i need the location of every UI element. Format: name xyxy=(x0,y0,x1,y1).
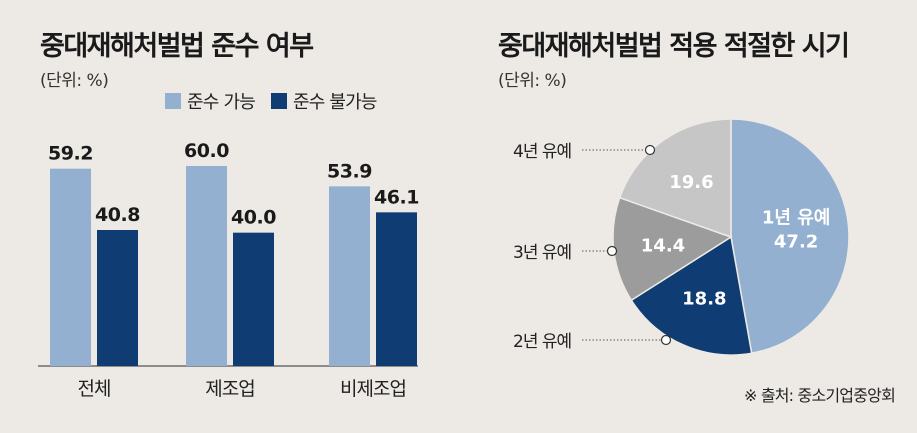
legend-swatch-possible xyxy=(165,93,181,109)
bar-chart-unit: (단위: %) xyxy=(40,71,109,91)
pie-slice-name-label: 1년 유예 xyxy=(762,208,830,229)
pie-value-label: 47.2 xyxy=(774,232,818,253)
legend-label-impossible: 준수 불가능 xyxy=(292,92,378,113)
pie-callout-label: 3년 유예 xyxy=(513,243,571,263)
pie-chart: 1년 유예 47.2 18.8 14.4 19.6 4년 유예 3년 유예 2년 유예 xyxy=(513,118,850,356)
pie-value-label: 14.4 xyxy=(641,236,685,257)
pie-slice-2 xyxy=(630,235,753,356)
pie-value-label: 18.8 xyxy=(682,288,726,309)
bar-impossible-1 xyxy=(233,232,274,366)
bar-value-label: 46.1 xyxy=(374,186,419,208)
bar-value-label: 40.0 xyxy=(231,207,276,229)
bar-category-label: 전체 xyxy=(78,378,111,400)
bar-value-label: 53.9 xyxy=(327,160,372,182)
bar-impossible-0 xyxy=(97,230,138,366)
pie-callout-marker xyxy=(606,245,618,257)
bar-value-label: 59.2 xyxy=(48,143,93,165)
pie-callout-label: 4년 유예 xyxy=(513,142,571,162)
pie-value-label: 19.6 xyxy=(669,172,713,193)
legend-item-possible: 준수 가능 xyxy=(165,88,256,114)
bar-category-label: 제조업 xyxy=(205,378,254,400)
pie-slice-1 xyxy=(730,118,850,355)
pie-chart-unit: (단위: %) xyxy=(498,71,567,91)
source-note: ※ 출처: 중소기업중앙회 xyxy=(743,386,896,405)
pie-slice-4 xyxy=(618,118,732,239)
bar-chart: 59.2 40.8 전체 60.0 40.0 제조업 53.946.1 비제조업 xyxy=(38,140,419,400)
legend-swatch-impossible xyxy=(270,93,287,109)
pie-callout-label: 2년 유예 xyxy=(513,332,571,352)
bar-category-label: 비제조업 xyxy=(340,378,406,400)
bar-chart-legend: 준수 가능 준수 불가능 xyxy=(165,88,393,114)
bar-value-label: 60.0 xyxy=(184,140,229,162)
bar-value-label: 40.8 xyxy=(95,204,140,226)
bar-chart-title: 중대재해처벌법 준수 여부 xyxy=(40,31,314,62)
bar-impossible-2 xyxy=(376,212,417,366)
legend-label-possible: 준수 가능 xyxy=(187,92,256,113)
bar-possible-0 xyxy=(50,168,91,366)
bar-possible-1 xyxy=(186,166,227,366)
pie-callout-marker xyxy=(660,334,672,346)
pie-chart-title: 중대재해처벌법 적용 적절한 시기 xyxy=(498,31,850,62)
pie-callout-marker xyxy=(644,144,656,156)
legend-item-impossible: 준수 불가능 xyxy=(270,88,378,114)
bar-possible-2 xyxy=(329,186,370,366)
